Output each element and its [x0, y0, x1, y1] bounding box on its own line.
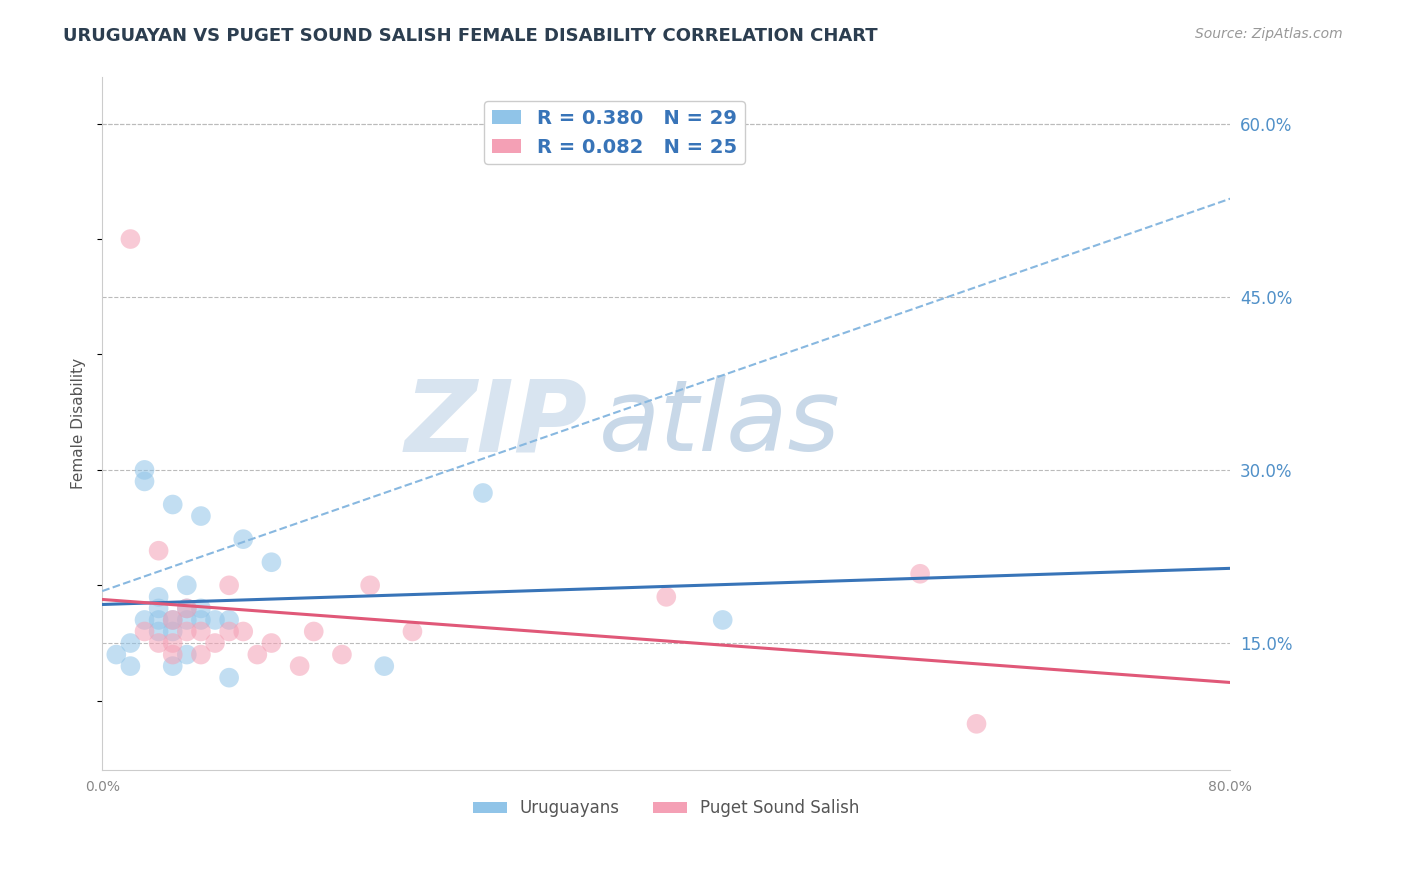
Point — [162, 498, 184, 512]
Point — [655, 590, 678, 604]
Point — [401, 624, 423, 639]
Legend: Uruguayans, Puget Sound Salish: Uruguayans, Puget Sound Salish — [467, 793, 866, 824]
Point — [134, 475, 156, 489]
Point — [176, 613, 198, 627]
Point — [190, 601, 212, 615]
Point — [966, 716, 988, 731]
Point — [176, 578, 198, 592]
Point — [162, 636, 184, 650]
Point — [302, 624, 325, 639]
Point — [120, 232, 142, 246]
Point — [359, 578, 381, 592]
Point — [148, 590, 170, 604]
Point — [120, 659, 142, 673]
Point — [162, 613, 184, 627]
Point — [190, 613, 212, 627]
Point — [711, 613, 734, 627]
Point — [148, 624, 170, 639]
Point — [162, 659, 184, 673]
Point — [204, 636, 226, 650]
Point — [218, 613, 240, 627]
Point — [373, 659, 395, 673]
Point — [134, 613, 156, 627]
Point — [148, 543, 170, 558]
Text: Source: ZipAtlas.com: Source: ZipAtlas.com — [1195, 27, 1343, 41]
Point — [218, 578, 240, 592]
Text: URUGUAYAN VS PUGET SOUND SALISH FEMALE DISABILITY CORRELATION CHART: URUGUAYAN VS PUGET SOUND SALISH FEMALE D… — [63, 27, 877, 45]
Point — [260, 555, 283, 569]
Point — [232, 532, 254, 546]
Y-axis label: Female Disability: Female Disability — [72, 359, 86, 490]
Point — [330, 648, 353, 662]
Point — [246, 648, 269, 662]
Point — [105, 648, 128, 662]
Point — [218, 671, 240, 685]
Point — [162, 648, 184, 662]
Point — [176, 624, 198, 639]
Point — [134, 463, 156, 477]
Point — [190, 648, 212, 662]
Point — [162, 624, 184, 639]
Point — [288, 659, 311, 673]
Point — [232, 624, 254, 639]
Point — [148, 601, 170, 615]
Point — [162, 613, 184, 627]
Text: ZIP: ZIP — [405, 376, 588, 472]
Point — [120, 636, 142, 650]
Point — [260, 636, 283, 650]
Point — [218, 624, 240, 639]
Point — [908, 566, 931, 581]
Point — [148, 613, 170, 627]
Point — [134, 624, 156, 639]
Point — [176, 601, 198, 615]
Point — [190, 624, 212, 639]
Point — [176, 601, 198, 615]
Point — [472, 486, 495, 500]
Point — [176, 648, 198, 662]
Point — [148, 636, 170, 650]
Text: atlas: atlas — [599, 376, 841, 472]
Point — [190, 509, 212, 524]
Point — [204, 613, 226, 627]
